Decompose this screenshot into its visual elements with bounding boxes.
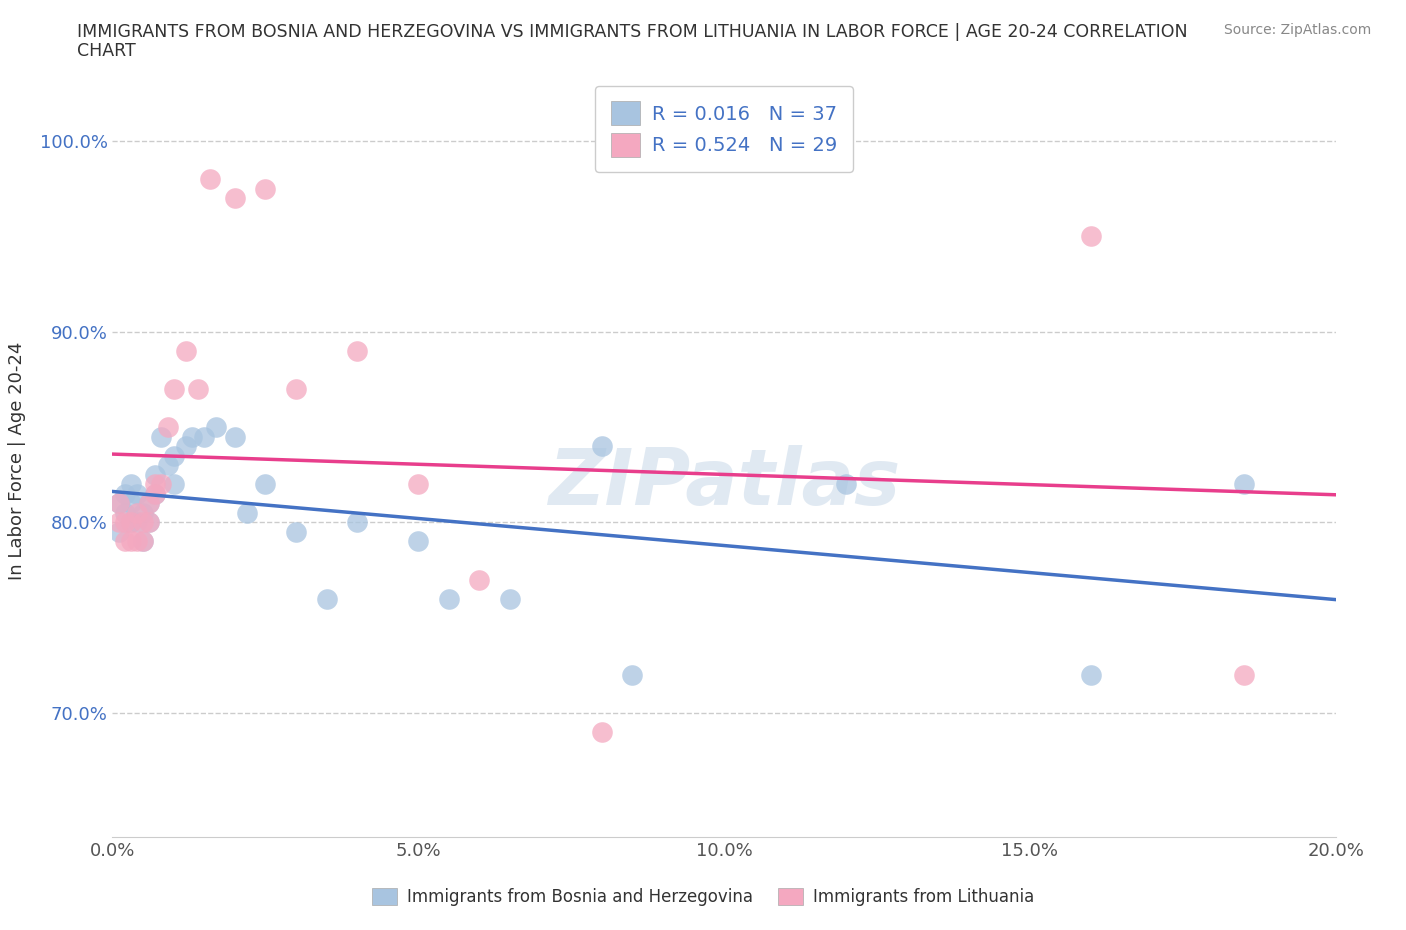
- Point: [114, 534, 136, 549]
- Point: [468, 572, 491, 587]
- Point: [120, 515, 142, 530]
- Point: [125, 534, 148, 549]
- Point: [163, 448, 186, 463]
- Point: [254, 477, 277, 492]
- Point: [156, 458, 179, 472]
- Point: [346, 515, 368, 530]
- Point: [125, 486, 148, 501]
- Point: [200, 172, 222, 187]
- Point: [138, 515, 160, 530]
- Y-axis label: In Labor Force | Age 20-24: In Labor Force | Age 20-24: [7, 341, 25, 579]
- Point: [284, 525, 308, 539]
- Point: [143, 486, 166, 501]
- Point: [254, 181, 277, 196]
- Text: CHART: CHART: [77, 42, 136, 60]
- Point: [138, 515, 160, 530]
- Point: [408, 477, 430, 492]
- Point: [187, 381, 209, 396]
- Point: [499, 591, 522, 606]
- Point: [163, 477, 186, 492]
- Point: [437, 591, 460, 606]
- Point: [1233, 477, 1256, 492]
- Point: [107, 515, 129, 530]
- Point: [114, 505, 136, 520]
- Point: [120, 515, 142, 530]
- Point: [114, 515, 136, 530]
- Point: [132, 534, 155, 549]
- Point: [236, 505, 259, 520]
- Text: Source: ZipAtlas.com: Source: ZipAtlas.com: [1223, 23, 1371, 37]
- Point: [591, 724, 613, 739]
- Point: [174, 343, 197, 358]
- Point: [125, 505, 148, 520]
- Legend: Immigrants from Bosnia and Herzegovina, Immigrants from Lithuania: Immigrants from Bosnia and Herzegovina, …: [366, 881, 1040, 912]
- Point: [835, 477, 858, 492]
- Point: [120, 496, 142, 511]
- Point: [346, 343, 368, 358]
- Point: [591, 439, 613, 454]
- Point: [156, 419, 179, 434]
- Point: [138, 496, 160, 511]
- Point: [132, 515, 155, 530]
- Point: [284, 381, 308, 396]
- Point: [174, 439, 197, 454]
- Point: [150, 429, 173, 444]
- Point: [143, 467, 166, 482]
- Point: [408, 534, 430, 549]
- Point: [107, 496, 129, 511]
- Text: ZIPatlas: ZIPatlas: [548, 445, 900, 521]
- Point: [1080, 229, 1102, 244]
- Text: IMMIGRANTS FROM BOSNIA AND HERZEGOVINA VS IMMIGRANTS FROM LITHUANIA IN LABOR FOR: IMMIGRANTS FROM BOSNIA AND HERZEGOVINA V…: [77, 23, 1188, 41]
- Point: [132, 505, 155, 520]
- Point: [193, 429, 215, 444]
- Point: [205, 419, 228, 434]
- Point: [143, 477, 166, 492]
- Point: [315, 591, 337, 606]
- Point: [138, 496, 160, 511]
- Legend: R = 0.016   N = 37, R = 0.524   N = 29: R = 0.016 N = 37, R = 0.524 N = 29: [596, 86, 852, 172]
- Point: [224, 191, 246, 206]
- Point: [621, 668, 644, 683]
- Point: [107, 496, 129, 511]
- Point: [120, 534, 142, 549]
- Point: [114, 486, 136, 501]
- Point: [224, 429, 246, 444]
- Point: [150, 477, 173, 492]
- Point: [132, 534, 155, 549]
- Point: [181, 429, 204, 444]
- Point: [107, 525, 129, 539]
- Point: [1233, 668, 1256, 683]
- Point: [1080, 668, 1102, 683]
- Point: [143, 486, 166, 501]
- Point: [163, 381, 186, 396]
- Point: [125, 515, 148, 530]
- Point: [120, 477, 142, 492]
